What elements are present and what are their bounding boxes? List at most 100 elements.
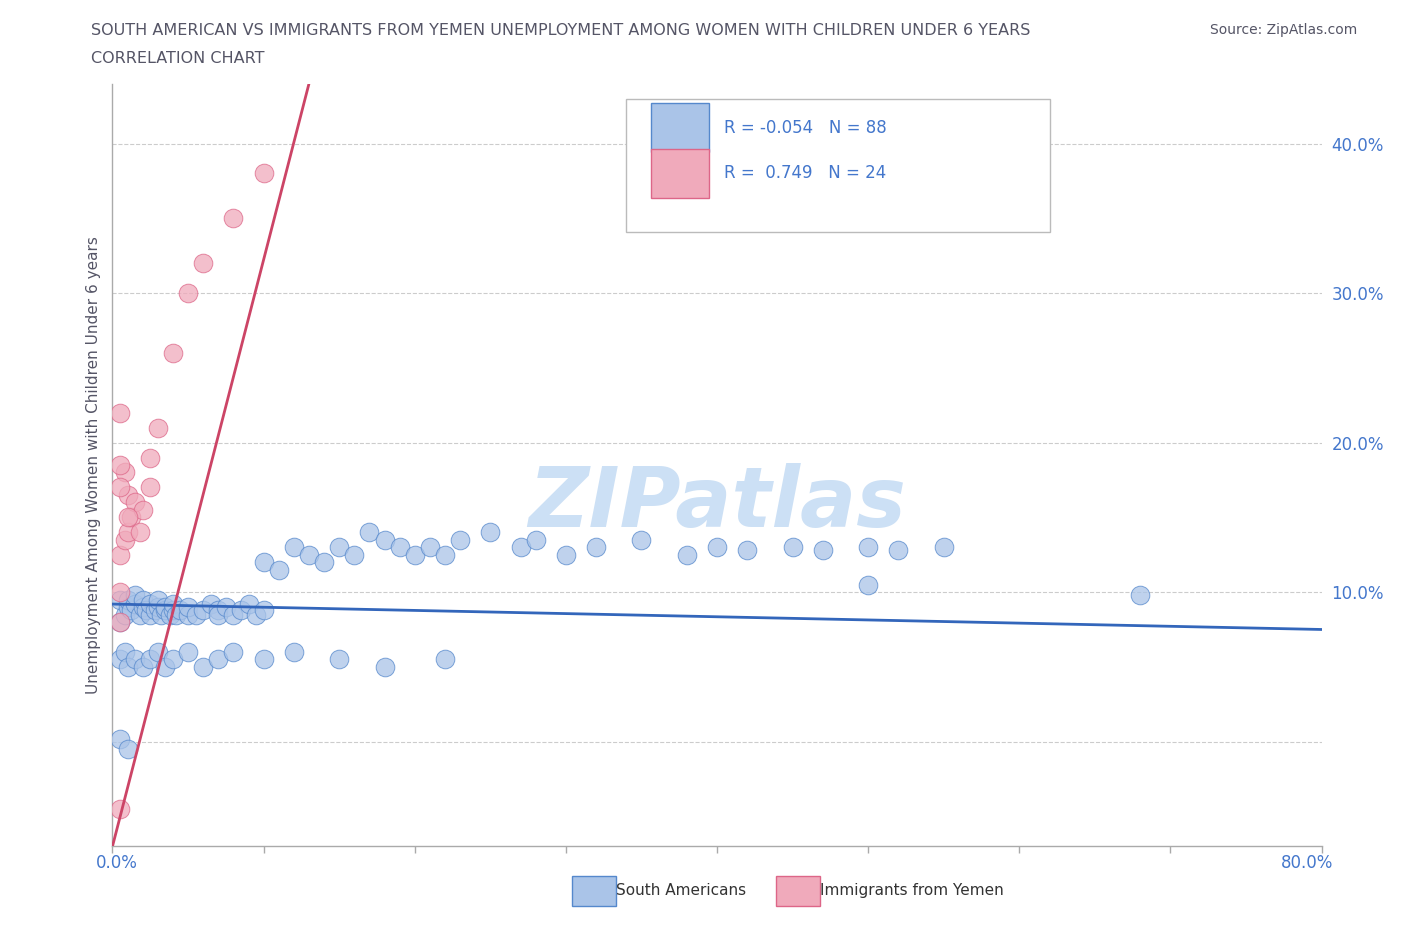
Point [177,607,200,622]
Point [139,450,162,465]
Point [374,659,396,674]
Point [675,547,697,562]
Point [169,603,191,618]
Point [162,345,184,360]
Point [155,659,177,674]
Point [155,600,177,615]
Point [135,603,157,618]
Point [433,652,456,667]
Point [114,607,136,622]
Point [298,547,321,562]
Point [253,652,276,667]
Point [117,600,139,615]
Point [554,547,576,562]
Point [108,592,131,607]
Point [124,597,146,612]
Point [856,539,880,554]
Text: SOUTH AMERICAN VS IMMIGRANTS FROM YEMEN UNEMPLOYMENT AMONG WOMEN WITH CHILDREN U: SOUTH AMERICAN VS IMMIGRANTS FROM YEMEN … [91,23,1031,38]
Text: South Americans: South Americans [616,884,747,898]
Point [328,539,350,554]
Point [706,539,728,554]
Point [630,532,652,547]
Point [149,607,172,622]
Point [253,603,276,618]
Point [143,603,166,618]
Point [509,539,531,554]
FancyBboxPatch shape [626,99,1049,232]
Point [132,600,155,615]
Point [222,607,245,622]
Point [132,659,155,674]
Point [184,607,207,622]
Point [117,525,139,539]
Point [132,592,155,607]
Point [585,539,607,554]
Point [155,603,177,618]
Point [283,539,305,554]
Point [108,615,131,630]
Point [117,592,139,607]
Point [932,539,955,554]
Text: R = -0.054   N = 88: R = -0.054 N = 88 [724,118,887,137]
Point [162,603,184,618]
Text: R =  0.749   N = 24: R = 0.749 N = 24 [724,165,887,182]
Point [108,547,131,562]
Point [146,600,169,615]
Point [120,603,142,618]
Point [856,578,880,592]
Point [114,532,136,547]
Point [128,607,150,622]
Text: Source: ZipAtlas.com: Source: ZipAtlas.com [1209,23,1357,37]
Point [177,286,200,300]
Point [124,495,146,510]
Point [114,644,136,659]
Point [159,607,181,622]
Point [108,480,131,495]
Point [108,405,131,420]
Point [343,547,366,562]
Point [146,420,169,435]
Point [207,652,229,667]
Point [433,547,456,562]
Point [419,539,441,554]
Point [139,480,162,495]
Point [238,597,260,612]
Point [887,543,910,558]
Point [222,644,245,659]
Point [782,539,804,554]
Point [267,563,290,578]
Text: ZIPatlas: ZIPatlas [529,462,905,544]
Point [524,532,547,547]
Point [128,525,150,539]
Point [108,585,131,600]
Point [108,458,131,472]
Point [314,555,336,570]
Text: Immigrants from Yemen: Immigrants from Yemen [820,884,1004,898]
Point [207,603,229,618]
Text: 0.0%: 0.0% [96,854,138,872]
Point [139,597,162,612]
Point [404,547,426,562]
Point [117,510,139,525]
Point [117,659,139,674]
Point [124,588,146,603]
Point [737,543,759,558]
Point [177,644,200,659]
Point [124,652,146,667]
Point [191,603,214,618]
Point [146,592,169,607]
Point [177,600,200,615]
Point [359,525,381,539]
Point [108,652,131,667]
Point [117,741,139,756]
Point [253,555,276,570]
Point [811,543,834,558]
Point [146,644,169,659]
Point [132,502,155,517]
Point [108,731,131,746]
Point [215,600,238,615]
Point [165,607,187,622]
Point [108,615,131,630]
Point [229,603,252,618]
FancyBboxPatch shape [651,149,709,198]
